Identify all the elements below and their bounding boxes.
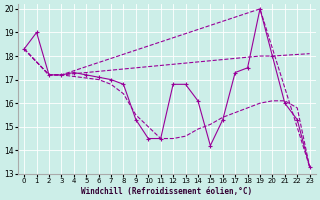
X-axis label: Windchill (Refroidissement éolien,°C): Windchill (Refroidissement éolien,°C) (81, 187, 252, 196)
